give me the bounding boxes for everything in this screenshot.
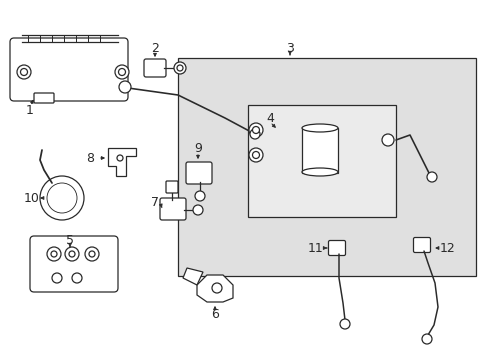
Ellipse shape (302, 168, 337, 176)
Text: 9: 9 (194, 141, 202, 154)
Text: 10: 10 (24, 192, 40, 204)
Text: 8: 8 (86, 152, 94, 165)
Circle shape (118, 68, 125, 76)
Circle shape (117, 155, 123, 161)
Text: 5: 5 (66, 234, 74, 247)
FancyBboxPatch shape (10, 38, 128, 101)
Circle shape (65, 247, 79, 261)
Circle shape (40, 176, 84, 220)
Circle shape (17, 65, 31, 79)
FancyBboxPatch shape (302, 128, 337, 173)
Circle shape (248, 148, 263, 162)
FancyBboxPatch shape (34, 93, 54, 103)
Circle shape (115, 65, 129, 79)
FancyBboxPatch shape (165, 181, 178, 193)
Text: 7: 7 (151, 197, 159, 210)
Circle shape (174, 62, 185, 74)
Circle shape (51, 251, 57, 257)
Text: 11: 11 (307, 242, 323, 255)
FancyBboxPatch shape (160, 198, 185, 220)
Circle shape (421, 334, 431, 344)
Circle shape (252, 126, 259, 134)
Circle shape (249, 129, 260, 139)
Circle shape (52, 273, 62, 283)
Text: 4: 4 (265, 112, 273, 125)
Circle shape (89, 251, 95, 257)
Circle shape (119, 81, 131, 93)
Text: 2: 2 (151, 41, 159, 54)
Circle shape (47, 247, 61, 261)
FancyBboxPatch shape (30, 236, 118, 292)
Circle shape (381, 134, 393, 146)
FancyBboxPatch shape (185, 162, 212, 184)
FancyBboxPatch shape (328, 240, 345, 256)
Circle shape (177, 65, 183, 71)
Text: 1: 1 (26, 104, 34, 117)
Circle shape (339, 319, 349, 329)
Circle shape (72, 273, 82, 283)
Circle shape (85, 247, 99, 261)
FancyBboxPatch shape (247, 105, 395, 217)
Circle shape (47, 183, 77, 213)
Polygon shape (197, 275, 232, 302)
Circle shape (20, 68, 27, 76)
Circle shape (212, 283, 222, 293)
Circle shape (193, 205, 203, 215)
Polygon shape (183, 268, 203, 285)
Circle shape (426, 172, 436, 182)
Text: 3: 3 (285, 41, 293, 54)
Text: 12: 12 (439, 242, 455, 255)
Circle shape (252, 152, 259, 158)
FancyBboxPatch shape (413, 238, 429, 252)
Circle shape (195, 191, 204, 201)
FancyBboxPatch shape (143, 59, 165, 77)
Text: 6: 6 (211, 309, 219, 321)
Ellipse shape (302, 124, 337, 132)
Polygon shape (108, 148, 136, 176)
Circle shape (248, 123, 263, 137)
FancyBboxPatch shape (178, 58, 475, 276)
Circle shape (69, 251, 75, 257)
